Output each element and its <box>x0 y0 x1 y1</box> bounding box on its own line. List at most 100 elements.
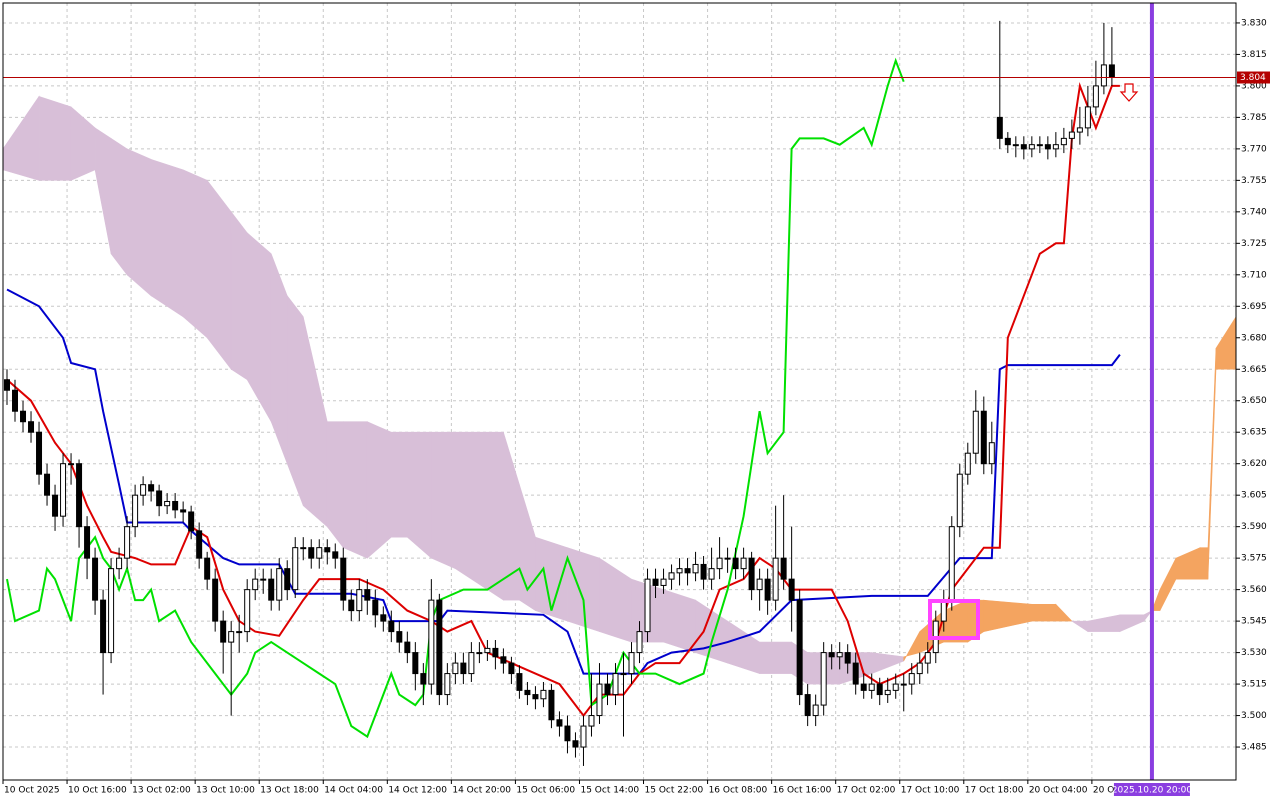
candle-body <box>596 683 603 717</box>
cloud-segment <box>391 431 408 538</box>
candle-body <box>956 473 963 528</box>
candle-body <box>716 557 723 570</box>
y-tick-label: 3.530 <box>1241 648 1267 658</box>
x-tick-label: 15 Oct 22:00 <box>645 786 704 796</box>
candle-body <box>236 631 243 634</box>
candle-body <box>372 599 379 616</box>
candle-body <box>60 463 67 517</box>
x-tick-label: 16 Oct 08:00 <box>709 786 768 796</box>
y-tick-label: 3.755 <box>1241 176 1267 186</box>
candle-body <box>468 652 475 675</box>
x-tick-label: 10 Oct 16:00 <box>68 786 127 796</box>
candle-body <box>796 599 803 696</box>
candle-body <box>436 599 443 696</box>
candle-body <box>52 494 59 517</box>
candle-body <box>340 557 347 601</box>
candle-body <box>516 673 523 691</box>
candle-body <box>100 599 107 654</box>
candle-body <box>388 620 395 633</box>
y-tick-label: 3.515 <box>1241 680 1267 690</box>
candle-body <box>404 641 411 654</box>
candle-body <box>724 557 731 560</box>
candle-body <box>260 578 267 581</box>
candle-body <box>836 652 843 658</box>
candle-body <box>940 599 947 622</box>
y-tick-label: 3.785 <box>1241 113 1267 123</box>
cloud-segment <box>431 431 456 570</box>
y-tick-label: 3.650 <box>1241 396 1267 406</box>
candle-body <box>420 673 427 685</box>
candle-body <box>252 578 259 591</box>
candle-body <box>644 578 651 633</box>
x-tick-label: 20 Oct 04:00 <box>1029 786 1088 796</box>
candle-body <box>988 442 995 465</box>
candle-body <box>1036 144 1043 147</box>
candle-body <box>972 410 979 454</box>
candle-body <box>572 740 579 748</box>
candle-body <box>4 379 11 391</box>
candle-body <box>452 662 459 675</box>
y-tick-label: 3.485 <box>1241 743 1267 753</box>
cloud-segment <box>150 158 184 318</box>
candle-body <box>564 725 571 742</box>
candle-body <box>860 683 867 691</box>
candle-body <box>196 530 203 559</box>
y-tick-label: 3.635 <box>1241 428 1267 438</box>
plot-frame <box>2 2 1237 781</box>
candle-body <box>476 652 483 655</box>
candle-body <box>652 578 659 586</box>
cloud-segment <box>663 589 696 654</box>
candle-body <box>844 652 851 664</box>
candle-body <box>228 631 235 643</box>
candle-body <box>292 547 299 591</box>
candle-body <box>1004 137 1011 146</box>
sell-arrow <box>1119 83 1139 102</box>
candle-body <box>508 662 515 675</box>
x-tick-label: 10 Oct 2025 <box>4 786 60 796</box>
x-tick-label: 15 Oct 14:00 <box>580 786 639 796</box>
y-tick-label: 3.740 <box>1241 207 1267 217</box>
candle-body <box>132 494 139 528</box>
candle-body <box>44 473 51 496</box>
y-tick-label: 3.665 <box>1241 365 1267 375</box>
candle-body <box>1092 85 1099 108</box>
cloud-segment <box>326 421 344 549</box>
candle-body <box>884 689 891 696</box>
candle-body <box>700 563 707 580</box>
candle-body <box>172 500 179 511</box>
candle-body <box>148 484 155 492</box>
candle-body <box>1020 144 1027 150</box>
x-tick-label: 17 Oct 02:00 <box>837 786 896 796</box>
y-tick-label: 3.620 <box>1241 459 1267 469</box>
candle-body <box>676 568 683 574</box>
candle-body <box>428 599 435 685</box>
candle-body <box>1108 64 1115 79</box>
candle-body <box>604 683 611 696</box>
candles-layer <box>4 20 1115 766</box>
candle-body <box>76 463 83 528</box>
candle-body <box>284 568 291 591</box>
candle-body <box>316 547 323 559</box>
signal-box <box>928 599 980 640</box>
candle-body <box>1100 64 1107 87</box>
y-tick-label: 3.590 <box>1241 522 1267 532</box>
candle-body <box>876 683 883 696</box>
candle-body <box>92 557 99 601</box>
candle-body <box>804 694 811 717</box>
candle-body <box>412 652 419 675</box>
candle-body <box>764 578 771 601</box>
candle-body <box>1068 131 1075 139</box>
x-tick-label: 14 Oct 20:00 <box>452 786 511 796</box>
candle-body <box>740 557 747 570</box>
cloud-segment <box>759 641 792 674</box>
cloud-segment <box>342 421 368 559</box>
candle-body <box>68 463 75 466</box>
candle-body <box>188 511 195 532</box>
y-tick-label: 3.575 <box>1241 554 1267 564</box>
y-tick-label: 3.500 <box>1241 711 1267 721</box>
cloud-layer <box>2 95 1237 685</box>
candle-body <box>548 689 555 721</box>
candle-body <box>812 704 819 717</box>
candle-body <box>332 551 339 559</box>
